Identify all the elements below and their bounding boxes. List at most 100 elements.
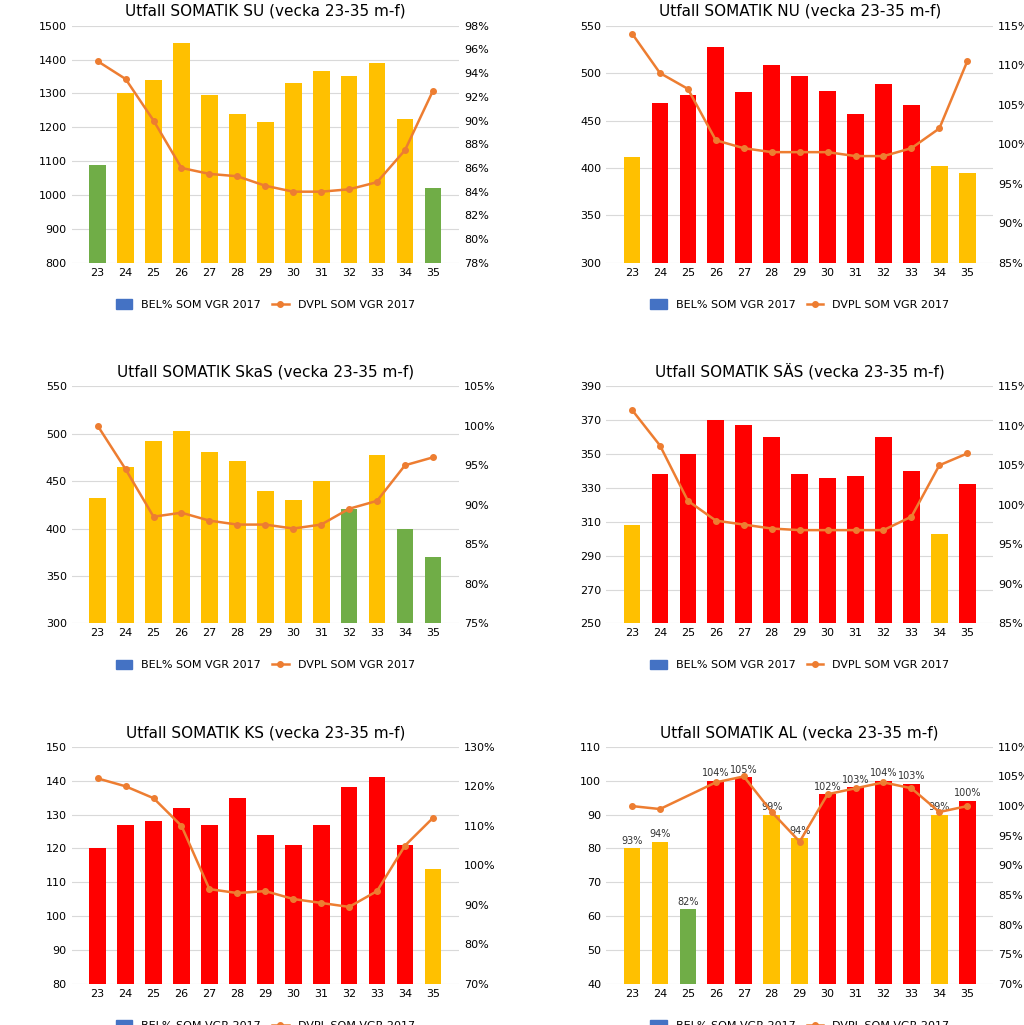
Text: 82%: 82% xyxy=(677,897,698,907)
Bar xyxy=(201,452,218,908)
Bar xyxy=(819,91,836,547)
Bar xyxy=(931,166,948,547)
Bar xyxy=(931,815,948,1025)
Text: 93%: 93% xyxy=(622,835,643,846)
Bar xyxy=(201,825,218,1025)
Text: 103%: 103% xyxy=(898,772,925,781)
Bar xyxy=(735,92,753,547)
Bar xyxy=(876,83,892,547)
Bar xyxy=(847,114,864,547)
Text: 105%: 105% xyxy=(730,765,758,775)
Text: 94%: 94% xyxy=(649,829,671,838)
Legend: BEL% SOM VGR 2017, DVPL SOM VGR 2017: BEL% SOM VGR 2017, DVPL SOM VGR 2017 xyxy=(646,655,953,674)
Title: Utfall SOMATIK SkaS (vecka 23-35 m-f): Utfall SOMATIK SkaS (vecka 23-35 m-f) xyxy=(117,365,414,379)
Bar xyxy=(876,437,892,1025)
Bar xyxy=(819,478,836,1025)
Title: Utfall SOMATIK SU (vecka 23-35 m-f): Utfall SOMATIK SU (vecka 23-35 m-f) xyxy=(125,4,406,18)
Bar xyxy=(173,43,189,534)
Bar xyxy=(312,825,330,1025)
Bar xyxy=(876,781,892,1025)
Bar xyxy=(763,66,780,547)
Bar xyxy=(763,815,780,1025)
Bar xyxy=(624,525,640,1025)
Bar xyxy=(425,557,441,908)
Bar xyxy=(624,849,640,1025)
Bar xyxy=(341,787,357,1025)
Bar xyxy=(425,189,441,534)
Bar xyxy=(173,430,189,908)
Legend: BEL% SOM VGR 2017, DVPL SOM VGR 2017: BEL% SOM VGR 2017, DVPL SOM VGR 2017 xyxy=(646,295,953,315)
Bar xyxy=(229,114,246,534)
Text: 104%: 104% xyxy=(869,768,897,778)
Bar xyxy=(285,500,302,908)
Text: 99%: 99% xyxy=(761,802,782,812)
Text: 102%: 102% xyxy=(814,781,842,791)
Legend: BEL% SOM VGR 2017, DVPL SOM VGR 2017: BEL% SOM VGR 2017, DVPL SOM VGR 2017 xyxy=(112,295,419,315)
Bar xyxy=(903,470,920,1025)
Bar xyxy=(89,849,106,1025)
Text: 100%: 100% xyxy=(953,788,981,798)
Bar xyxy=(369,63,385,534)
Title: Utfall SOMATIK NU (vecka 23-35 m-f): Utfall SOMATIK NU (vecka 23-35 m-f) xyxy=(658,4,941,18)
Bar xyxy=(958,172,976,547)
Bar xyxy=(792,475,808,1025)
Bar xyxy=(931,534,948,1025)
Bar xyxy=(145,80,162,534)
Bar xyxy=(341,508,357,908)
Bar xyxy=(257,122,273,534)
Bar xyxy=(257,835,273,1025)
Bar xyxy=(735,425,753,1025)
Bar xyxy=(903,106,920,547)
Bar xyxy=(680,95,696,547)
Bar xyxy=(708,781,724,1025)
Bar xyxy=(708,420,724,1025)
Bar xyxy=(819,794,836,1025)
Bar xyxy=(735,777,753,1025)
Bar xyxy=(89,498,106,908)
Bar xyxy=(117,93,134,534)
Bar xyxy=(312,72,330,534)
Legend: BEL% SOM VGR 2017, DVPL SOM VGR 2017: BEL% SOM VGR 2017, DVPL SOM VGR 2017 xyxy=(112,655,419,674)
Bar xyxy=(763,437,780,1025)
Bar xyxy=(651,475,669,1025)
Text: 104%: 104% xyxy=(702,768,730,778)
Bar xyxy=(651,842,669,1025)
Text: 99%: 99% xyxy=(929,802,950,812)
Bar xyxy=(229,797,246,1025)
Bar xyxy=(229,461,246,908)
Title: Utfall SOMATIK KS (vecka 23-35 m-f): Utfall SOMATIK KS (vecka 23-35 m-f) xyxy=(126,725,404,740)
Bar xyxy=(369,777,385,1025)
Bar xyxy=(847,787,864,1025)
Text: 103%: 103% xyxy=(842,775,869,785)
Bar xyxy=(708,47,724,547)
Title: Utfall SOMATIK AL (vecka 23-35 m-f): Utfall SOMATIK AL (vecka 23-35 m-f) xyxy=(660,725,939,740)
Legend: BEL% SOM VGR 2017, DVPL SOM VGR 2017: BEL% SOM VGR 2017, DVPL SOM VGR 2017 xyxy=(646,1016,953,1025)
Bar xyxy=(173,808,189,1025)
Bar xyxy=(285,845,302,1025)
Bar xyxy=(425,869,441,1025)
Bar xyxy=(847,476,864,1025)
Bar xyxy=(651,104,669,547)
Bar xyxy=(312,481,330,908)
Bar xyxy=(680,454,696,1025)
Bar xyxy=(396,845,414,1025)
Bar xyxy=(257,491,273,908)
Bar xyxy=(903,784,920,1025)
Bar xyxy=(680,909,696,1025)
Bar xyxy=(201,95,218,534)
Bar xyxy=(145,441,162,908)
Bar xyxy=(792,838,808,1025)
Bar xyxy=(145,821,162,1025)
Legend: BEL% SOM VGR 2017, DVPL SOM VGR 2017: BEL% SOM VGR 2017, DVPL SOM VGR 2017 xyxy=(112,1016,419,1025)
Bar xyxy=(624,157,640,547)
Bar xyxy=(396,529,414,908)
Bar xyxy=(792,76,808,547)
Bar xyxy=(958,801,976,1025)
Bar xyxy=(117,825,134,1025)
Bar xyxy=(369,454,385,908)
Title: Utfall SOMATIK SÄS (vecka 23-35 m-f): Utfall SOMATIK SÄS (vecka 23-35 m-f) xyxy=(654,363,944,379)
Bar xyxy=(285,83,302,534)
Text: 94%: 94% xyxy=(788,825,810,835)
Bar xyxy=(958,485,976,1025)
Bar xyxy=(117,466,134,908)
